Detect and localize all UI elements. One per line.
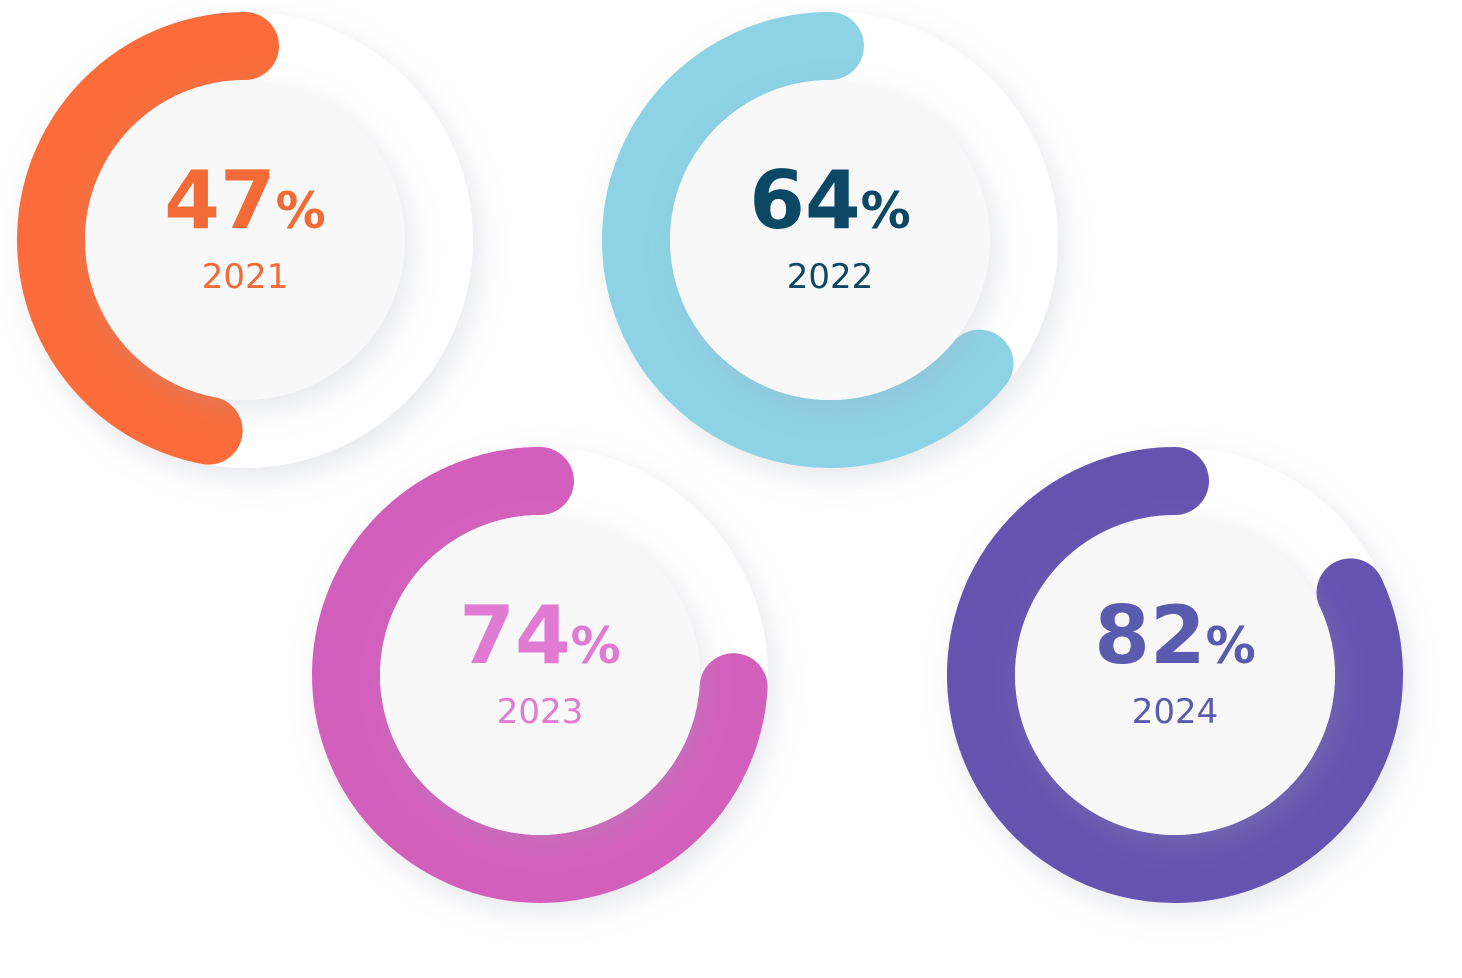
value-label: 82% <box>1094 589 1255 682</box>
inner-disk <box>85 80 405 400</box>
progress-arc <box>17 12 279 465</box>
category-label: 2024 <box>1132 692 1219 732</box>
progress-arc <box>312 447 768 903</box>
value-label: 64% <box>749 154 910 247</box>
value-label: 74% <box>459 589 620 682</box>
inner-disk <box>670 80 990 400</box>
category-label: 2021 <box>202 257 289 297</box>
category-label: 2023 <box>497 692 584 732</box>
progress-arc <box>602 12 1014 468</box>
inner-disk <box>380 515 700 835</box>
inner-disk <box>1015 515 1335 835</box>
progress-arc <box>947 447 1403 903</box>
value-label: 47% <box>164 154 325 247</box>
category-label: 2022 <box>787 257 874 297</box>
